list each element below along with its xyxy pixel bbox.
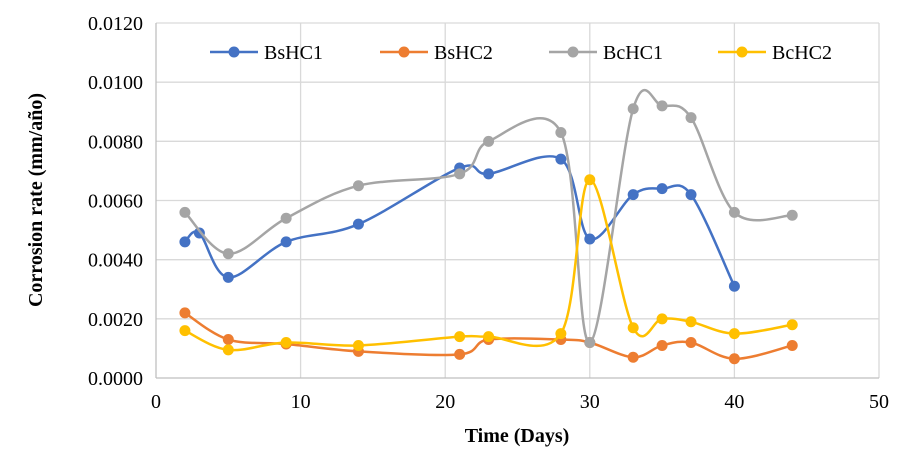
data-point	[352, 180, 364, 192]
data-point	[627, 322, 639, 334]
data-point	[179, 307, 191, 319]
data-point	[483, 168, 495, 180]
axes: 0.0000 0.0020 0.0040 0.0060 0.0080 0.0100 0.01…	[88, 13, 889, 413]
x-tick-label: 20	[435, 391, 455, 413]
data-point	[483, 135, 495, 147]
data-point	[685, 337, 697, 348]
legend-marker	[228, 46, 240, 58]
data-point	[179, 206, 191, 218]
data-point	[352, 339, 364, 351]
data-point	[555, 153, 567, 165]
y-tick-label: 0.0060	[88, 191, 143, 213]
data-point	[656, 313, 668, 325]
data-point	[685, 189, 697, 201]
data-point	[685, 112, 697, 124]
legend-item: BsHC1	[210, 42, 323, 64]
legend-label: BsHC1	[264, 42, 323, 64]
data-point	[786, 209, 798, 221]
legend-item: BcHC1	[549, 42, 663, 64]
data-point	[483, 331, 495, 343]
series-line	[184, 178, 793, 352]
series-group	[179, 89, 798, 365]
y-axis-label: Corrosion rate (mm/año)	[25, 93, 47, 307]
grid	[156, 22, 880, 378]
series-line	[184, 89, 793, 344]
legend-marker	[398, 46, 410, 58]
y-tick-label: 0.0020	[88, 309, 143, 331]
data-point	[627, 351, 639, 363]
legend-item: BsHC2	[380, 42, 493, 64]
x-tick-label: 50	[869, 391, 889, 413]
y-tick-label: 0.0040	[88, 250, 143, 272]
data-point	[656, 339, 668, 351]
data-point	[280, 337, 292, 348]
data-point	[685, 316, 697, 328]
legend-marker	[736, 46, 748, 58]
legend-item: BcHC2	[718, 42, 832, 64]
data-point	[728, 280, 740, 292]
legend: BsHC1 BsHC2 BcHC1 BcHC2	[210, 42, 832, 64]
x-axis-label: Time (Days)	[465, 425, 570, 447]
data-point	[728, 206, 740, 218]
data-point	[454, 168, 466, 180]
legend-label: BcHC2	[772, 42, 832, 64]
data-point	[555, 328, 567, 340]
data-point	[728, 353, 740, 365]
data-point	[280, 236, 292, 248]
legend-marker	[567, 46, 579, 58]
data-point	[454, 348, 466, 360]
data-point	[656, 183, 668, 195]
data-point	[352, 218, 364, 230]
y-tick-label: 0.0080	[88, 131, 143, 153]
y-tick-label: 0.0120	[88, 13, 143, 35]
data-point	[555, 126, 567, 138]
x-tick-label: 40	[724, 391, 744, 413]
data-point	[627, 189, 639, 201]
data-point	[280, 212, 292, 224]
data-point	[584, 174, 596, 186]
data-point	[584, 233, 596, 245]
y-tick-label: 0.0100	[88, 72, 143, 94]
legend-label: BsHC2	[434, 42, 493, 64]
data-point	[222, 344, 234, 356]
data-point	[454, 331, 466, 343]
data-point	[179, 325, 191, 337]
data-point	[222, 248, 234, 260]
x-tick-label: 10	[291, 391, 311, 413]
y-tick-label: 0.0000	[88, 368, 143, 390]
series-BsHC1	[179, 153, 740, 292]
data-point	[786, 319, 798, 331]
data-point	[584, 337, 596, 348]
x-tick-label: 0	[151, 391, 161, 413]
data-point	[222, 271, 234, 283]
legend-label: BcHC1	[603, 42, 663, 64]
series-BcHC1	[179, 89, 798, 348]
data-point	[222, 334, 234, 346]
data-point	[627, 103, 639, 115]
data-point	[728, 328, 740, 340]
data-point	[656, 100, 668, 112]
data-point	[786, 339, 798, 351]
x-tick-label: 30	[580, 391, 600, 413]
series-BcHC2	[179, 174, 798, 356]
data-point	[179, 236, 191, 248]
